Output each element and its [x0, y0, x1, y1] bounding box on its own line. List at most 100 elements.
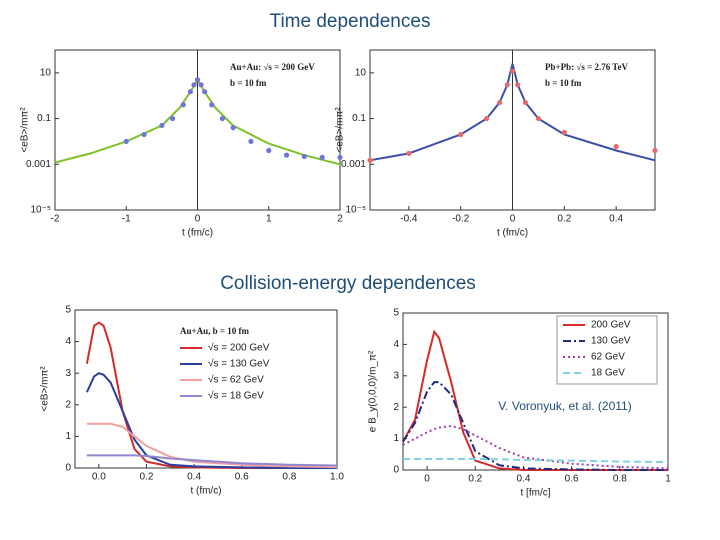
- x-tick-label: 0.6: [565, 474, 579, 485]
- y-tick-label: 3: [393, 370, 399, 381]
- x-tick-label: 1: [665, 474, 671, 485]
- data-line: [86, 454, 338, 467]
- data-point: [187, 89, 193, 95]
- data-point: [219, 115, 226, 122]
- y-tick-label: 0.001: [341, 159, 366, 170]
- y-axis-label: <eB>/mπ²: [335, 107, 346, 153]
- data-point: [406, 150, 412, 156]
- data-point: [613, 143, 619, 150]
- data-point: [159, 122, 165, 129]
- data-point: [504, 82, 510, 88]
- annotation: b = 10 fm: [230, 78, 267, 88]
- data-point: [337, 154, 343, 161]
- x-tick-label: 0.8: [613, 474, 627, 485]
- y-axis-label: <eB>/mπ²: [20, 107, 31, 153]
- legend-label: 18 GeV: [591, 368, 625, 379]
- y-tick-label: 5: [65, 305, 71, 316]
- x-tick-label: 0.2: [468, 474, 482, 485]
- legend-label: √s = 130 GeV: [208, 358, 270, 370]
- y-tick-label: 0.1: [352, 113, 366, 124]
- data-point: [509, 68, 516, 74]
- data-point: [230, 125, 236, 131]
- y-tick-label: 1: [393, 433, 399, 444]
- y-tick-label: 4: [65, 336, 71, 347]
- data-point: [266, 147, 272, 154]
- y-tick-label: 2: [393, 402, 399, 413]
- data-point: [522, 99, 529, 106]
- x-tick-label: 1.0: [330, 472, 344, 483]
- legend-label: √s = 62 GeV: [208, 374, 264, 386]
- data-point: [496, 99, 503, 106]
- y-tick-label: 0: [65, 463, 71, 474]
- data-point: [194, 77, 201, 83]
- x-tick-label: 0.2: [557, 214, 571, 225]
- data-point: [141, 131, 147, 138]
- x-tick-label: 2: [337, 214, 343, 225]
- y-tick-label: 10: [355, 67, 367, 78]
- data-point: [209, 102, 215, 108]
- x-tick-label: 0.4: [517, 474, 531, 485]
- data-point: [283, 152, 290, 158]
- data-point: [301, 153, 307, 160]
- y-tick-label: 4: [393, 339, 399, 350]
- x-tick-label: -2: [51, 214, 60, 225]
- y-tick-label: 1: [65, 431, 71, 442]
- citation: V. Voronyuk, et al. (2011): [498, 399, 631, 413]
- x-tick-label: 0.4: [609, 214, 623, 225]
- data-point: [483, 115, 490, 122]
- legend-label: 130 GeV: [591, 336, 631, 347]
- x-axis-label: t (fm/c): [497, 228, 528, 239]
- y-tick-label: 0: [393, 465, 399, 476]
- x-tick-label: 0.2: [140, 472, 154, 483]
- heading: Time dependences: [270, 11, 431, 32]
- y-axis-label: e B_y(0,0,0)/m_π²: [368, 350, 379, 432]
- x-tick-label: -0.4: [400, 214, 418, 225]
- x-tick-label: -1: [122, 214, 131, 225]
- heading: Collision-energy dependences: [220, 273, 476, 294]
- data-point: [652, 147, 658, 154]
- annotation: b = 10 fm: [545, 78, 582, 88]
- legend-label: √s = 200 GeV: [208, 342, 270, 354]
- data-line: [403, 458, 669, 464]
- y-tick-label: 5: [393, 308, 399, 319]
- data-line: [402, 381, 668, 471]
- x-axis-label: t (fm/c): [190, 486, 221, 497]
- legend-box: [556, 315, 658, 385]
- x-axis-label: t (fm/c): [182, 228, 213, 239]
- x-tick-label: 0.8: [282, 472, 296, 483]
- x-tick-label: -0.2: [452, 214, 470, 225]
- annotation: Au+Au: √s = 200 GeV: [230, 62, 315, 72]
- data-point: [367, 157, 373, 163]
- data-point: [248, 138, 254, 145]
- data-point: [202, 89, 208, 95]
- x-tick-label: 0.4: [187, 472, 201, 483]
- y-axis-label: <eB>/mπ²: [40, 366, 51, 412]
- data-point: [191, 82, 197, 88]
- legend-title: Au+Au, b = 10 fm: [180, 326, 250, 336]
- data-point: [561, 129, 567, 135]
- y-tick-label: 10⁻⁵: [30, 205, 51, 216]
- data-line: [85, 372, 337, 469]
- x-tick-label: 0: [424, 474, 430, 485]
- y-tick-label: 0.001: [26, 159, 51, 170]
- data-point: [169, 115, 176, 122]
- data-point: [458, 131, 464, 138]
- legend-label: 62 GeV: [591, 352, 625, 363]
- y-tick-label: 0.1: [37, 113, 51, 124]
- data-point: [180, 102, 186, 108]
- y-tick-label: 3: [65, 368, 71, 379]
- y-tick-label: 10⁻⁵: [345, 205, 366, 216]
- data-point: [535, 115, 542, 122]
- data-point: [319, 154, 325, 161]
- x-tick-label: 1: [266, 214, 272, 225]
- x-axis-label: t [fm/c]: [521, 488, 551, 499]
- data-point: [515, 82, 521, 88]
- y-tick-label: 10: [40, 67, 52, 78]
- annotation: Pb+Pb: √s = 2.76 TeV: [545, 62, 628, 72]
- legend-label: √s = 18 GeV: [208, 390, 264, 402]
- x-tick-label: 0: [195, 214, 201, 225]
- x-tick-label: 0: [510, 214, 516, 225]
- data-point: [198, 82, 204, 88]
- y-tick-label: 2: [65, 399, 71, 410]
- legend-label: 200 GeV: [591, 320, 631, 331]
